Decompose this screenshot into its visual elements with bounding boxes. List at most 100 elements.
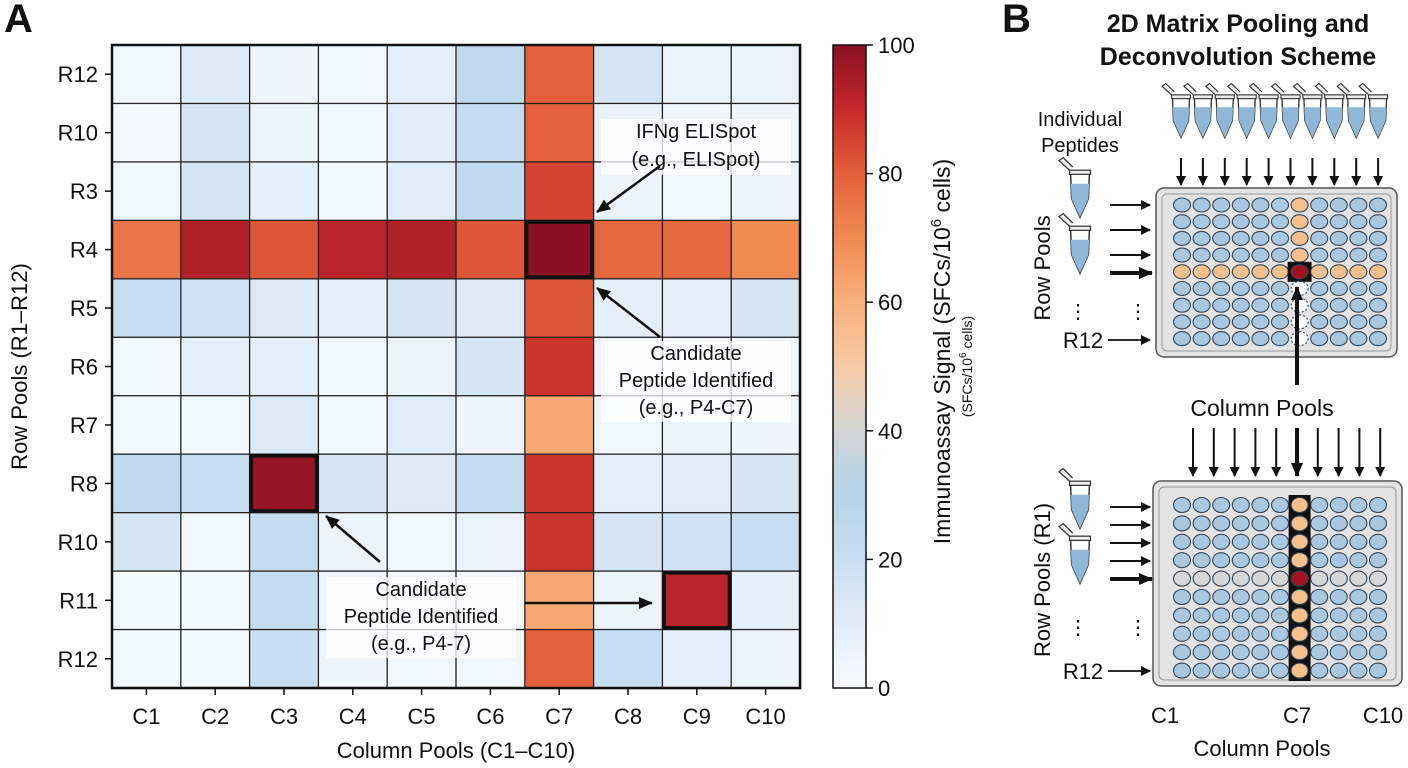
y-tick-label: R6 <box>70 355 98 380</box>
tube-liquid <box>1070 494 1090 529</box>
heatmap-cell <box>317 278 389 339</box>
tube-rim <box>1068 169 1092 175</box>
heatmap-cell <box>248 570 320 631</box>
heatmap-cell <box>592 570 664 631</box>
well <box>1290 314 1309 330</box>
well <box>1270 214 1290 230</box>
colorbar-label-sup: 6 <box>928 219 945 227</box>
well <box>1329 496 1348 514</box>
heatmap-cell <box>386 395 458 456</box>
heatmap-cell <box>524 278 595 339</box>
heatmap-cell <box>317 102 389 164</box>
well <box>1310 331 1329 347</box>
well <box>1251 515 1270 532</box>
heatmap-cell <box>248 278 320 339</box>
peptide-tube-icon <box>1226 82 1257 140</box>
heatmap-cell <box>180 102 251 164</box>
annotation-arrow <box>596 287 661 338</box>
panel-a-letter: A <box>4 0 33 41</box>
heatmap-cell <box>730 570 802 631</box>
annotation-candidate-p4-c7: Peptide Identified <box>619 370 774 392</box>
well <box>1310 533 1329 550</box>
well <box>1310 247 1329 263</box>
heatmap-cell <box>111 453 182 514</box>
well <box>1329 533 1348 550</box>
well <box>1349 644 1368 661</box>
well <box>1349 496 1368 514</box>
tube-lid <box>1336 82 1350 96</box>
well <box>1270 515 1290 532</box>
heatmap-cell <box>180 161 251 222</box>
annotation-bg <box>601 368 791 395</box>
well <box>1172 314 1192 330</box>
well <box>1172 496 1192 514</box>
row-pool-tube-icon <box>1058 467 1092 531</box>
peptide-tube-icon <box>1248 82 1279 140</box>
well <box>1290 588 1309 606</box>
well <box>1172 331 1192 347</box>
well <box>1212 331 1231 347</box>
heatmap-cell <box>386 44 458 105</box>
highlighted-cell-box <box>524 219 595 280</box>
well <box>1212 197 1231 213</box>
well <box>1172 297 1192 313</box>
well <box>1368 230 1388 246</box>
heatmap-cell <box>455 161 526 222</box>
x-tick-label: C6 <box>476 704 504 729</box>
well <box>1310 644 1329 661</box>
well <box>1349 214 1368 230</box>
well <box>1368 247 1388 263</box>
heatmap-cell <box>661 570 733 631</box>
heatmap-cell <box>248 102 320 164</box>
well <box>1368 533 1388 550</box>
heatmap-cell <box>317 395 389 456</box>
annotation-bg <box>601 119 791 147</box>
well <box>1212 607 1231 624</box>
heatmap-cell <box>317 44 389 105</box>
annotation-bg <box>326 604 516 631</box>
x-tick-label: C7 <box>545 704 573 729</box>
colorbar-label-end: cells) <box>929 159 955 219</box>
annotation-candidate-p4-c7: Candidate <box>650 343 741 365</box>
r12-label: R12 <box>1063 328 1103 353</box>
peptide-tube-icon <box>1292 82 1323 140</box>
heatmap-cell <box>455 453 526 514</box>
well <box>1231 280 1250 297</box>
column-pools-label: Column Pools <box>1194 736 1331 761</box>
pooling-scheme-diagram: 2D Matrix Pooling and Deconvolution Schem… <box>1030 10 1403 761</box>
heatmap-cell <box>248 395 320 456</box>
well <box>1212 230 1231 246</box>
well <box>1329 607 1348 624</box>
well <box>1310 515 1329 532</box>
well <box>1172 607 1192 624</box>
tube-rim <box>1368 94 1389 100</box>
well <box>1212 515 1231 532</box>
column-pools-label: Column Pools <box>1190 395 1333 421</box>
heatmap-cell <box>455 511 526 573</box>
well <box>1251 280 1270 297</box>
heatmap-cell <box>180 278 251 339</box>
well <box>1349 197 1368 213</box>
well <box>1251 644 1270 661</box>
heatmap-cell <box>661 511 733 573</box>
tube-liquid <box>1070 549 1090 584</box>
well <box>1172 214 1192 230</box>
row-pool-tube-icon <box>1058 212 1092 276</box>
heatmap-cell <box>455 395 526 456</box>
well <box>1290 570 1309 587</box>
heatmap-cell <box>592 628 664 690</box>
x-tick-label: C10 <box>745 704 785 729</box>
well <box>1192 314 1211 330</box>
heatmap-cell <box>661 44 733 105</box>
well <box>1310 297 1329 313</box>
well <box>1192 552 1211 569</box>
well <box>1329 331 1348 347</box>
heatmap-cell <box>730 44 802 105</box>
well <box>1251 552 1270 569</box>
ellipsis: ⋮ <box>1128 301 1148 323</box>
ellipsis: ⋮ <box>1068 617 1088 639</box>
well <box>1251 197 1270 213</box>
well <box>1192 247 1211 263</box>
y-tick-label: R12 <box>58 62 98 87</box>
tube-rim <box>1236 94 1257 100</box>
